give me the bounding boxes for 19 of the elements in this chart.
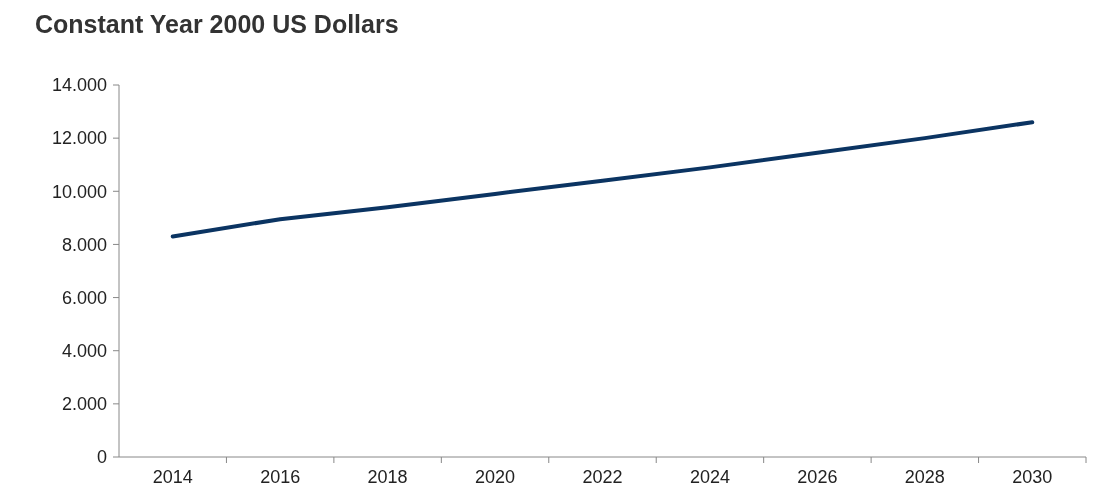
line-series [170,120,1035,239]
x-tick-label: 2030 [1012,467,1053,487]
x-tick-label: 2022 [582,467,623,487]
y-tick-label: 8.000 [61,234,107,255]
chart-title: Constant Year 2000 US Dollars [35,10,399,38]
y-tick-label: 0 [96,447,107,468]
y-tick-label: 2.000 [61,394,107,415]
x-tick-label: 2024 [689,467,730,487]
x-tick-label: 2020 [475,467,516,487]
x-tick-label: 2018 [367,467,408,487]
x-tick-label: 2028 [904,467,945,487]
x-tick-label: 2016 [260,467,301,487]
y-tick-label: 6.000 [61,287,107,308]
y-tick-label: 4.000 [61,341,107,362]
x-tick-label: 2026 [797,467,838,487]
y-tick-label: 10.000 [51,181,107,202]
y-tick-label: 14.000 [51,75,107,96]
x-tick-label: 2014 [152,467,193,487]
y-tick-label: 12.000 [51,128,107,149]
